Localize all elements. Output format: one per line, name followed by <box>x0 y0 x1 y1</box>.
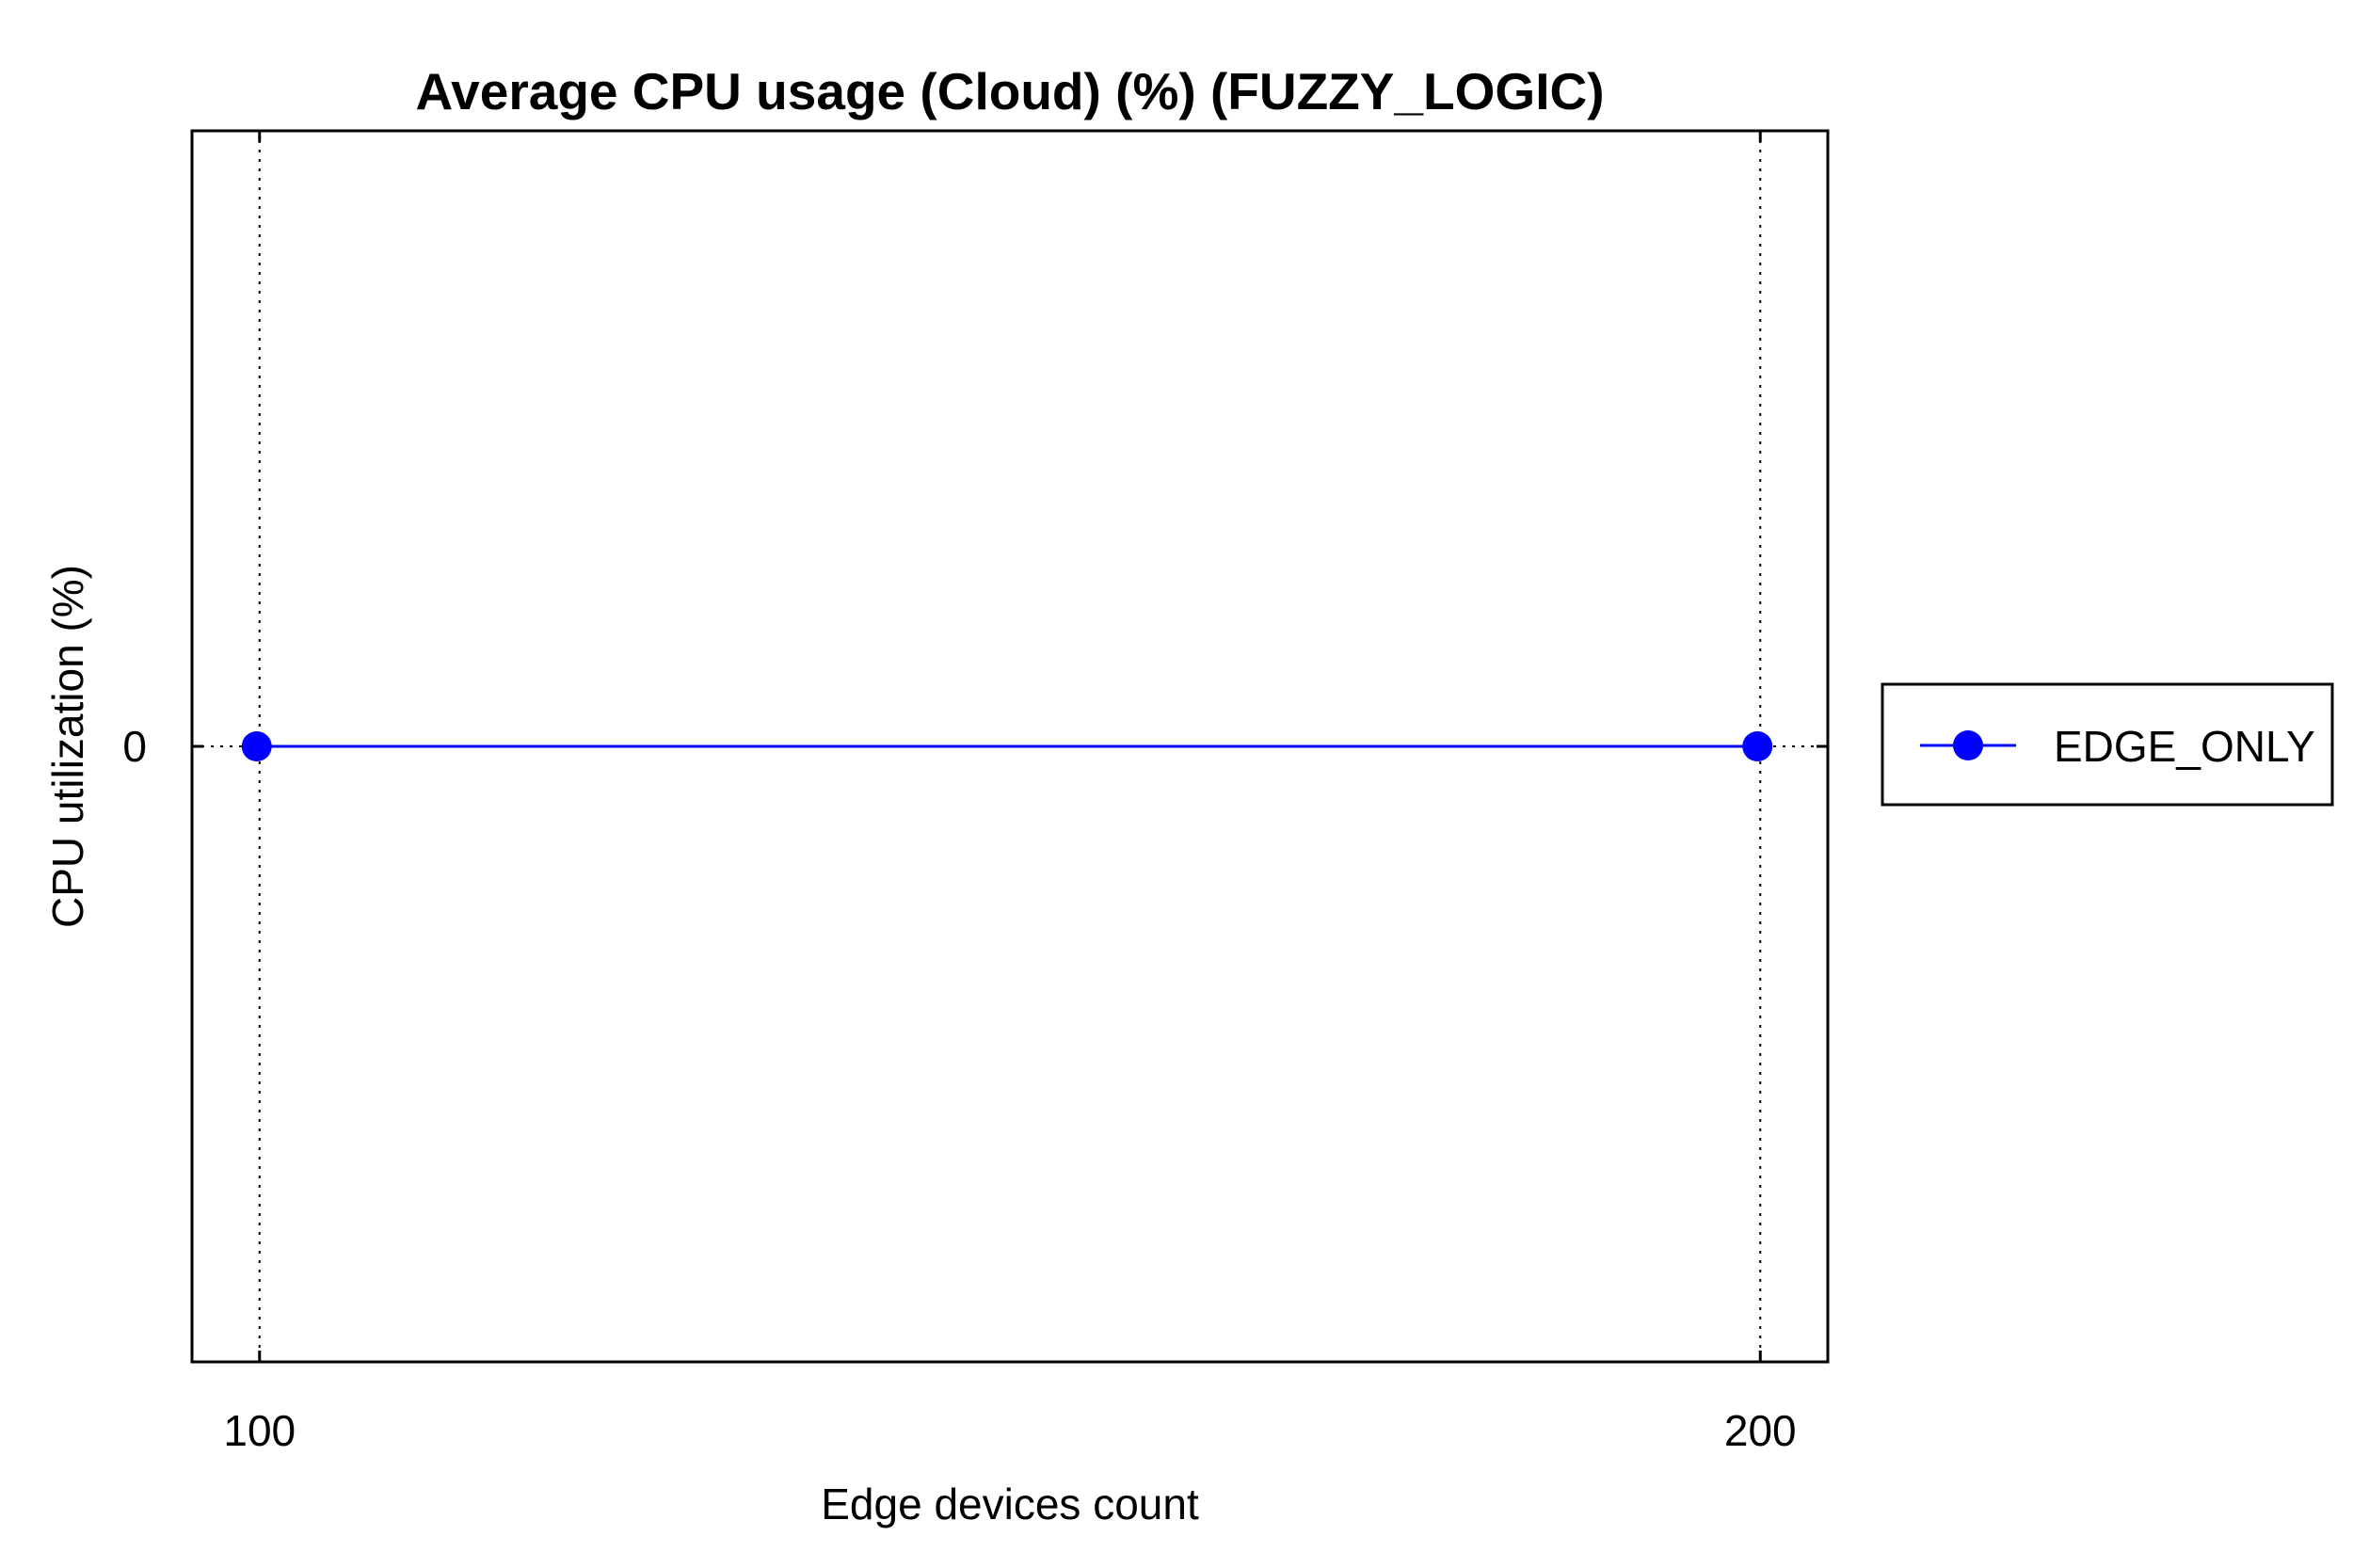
x-tick-label: 100 <box>223 1406 296 1455</box>
x-tick-label: 200 <box>1724 1406 1797 1455</box>
grid-layer <box>192 131 1828 1362</box>
chart-title: Average CPU usage (Cloud) (%) (FUZZY_LOG… <box>415 62 1604 120</box>
legend: EDGE_ONLY <box>1881 682 2334 807</box>
data-point <box>1742 731 1773 761</box>
x-axis-label: Edge devices count <box>821 1480 1199 1528</box>
data-point <box>241 731 272 761</box>
y-axis-label: CPU utilization (%) <box>43 565 92 928</box>
legend-series-label: EDGE_ONLY <box>2054 722 2315 771</box>
y-tick-label: 0 <box>122 722 147 771</box>
series-layer <box>241 731 1773 761</box>
tick-layer: 100 200 0 <box>122 131 1828 1455</box>
legend-series-marker <box>1953 730 1983 760</box>
